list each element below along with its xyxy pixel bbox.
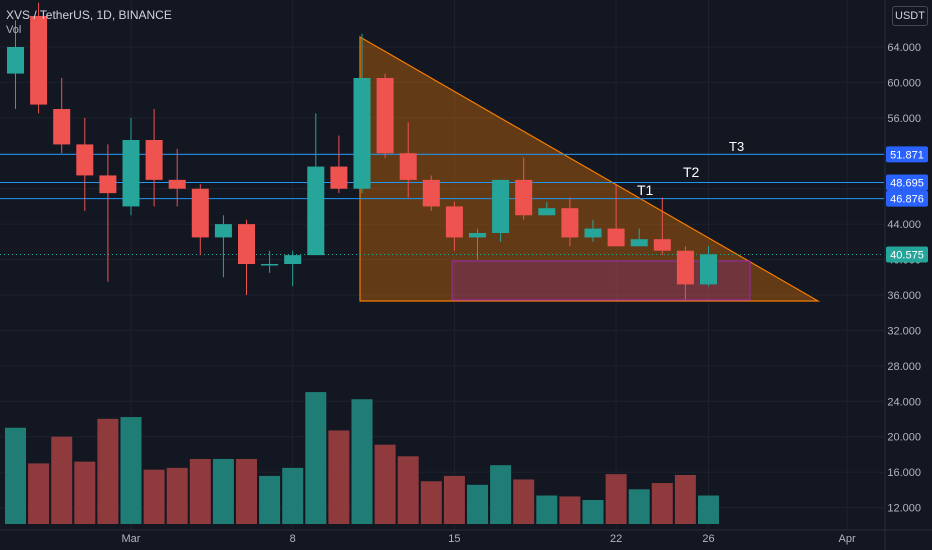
price-axis-marker [886, 146, 928, 163]
candle-body [353, 78, 371, 189]
volume-bar [74, 461, 96, 524]
candle-body [261, 264, 279, 266]
price-tick-label: 32.000 [887, 325, 921, 337]
target-label-t2: T2 [683, 164, 700, 180]
price-tick-label: 36.000 [887, 290, 921, 302]
volume-bar [605, 474, 627, 524]
volume-bar [443, 475, 465, 524]
candle-body [238, 224, 255, 264]
candle-body [676, 250, 694, 285]
candle-body [99, 175, 117, 194]
volume-bar [559, 496, 581, 524]
candle-body [76, 144, 94, 176]
candle-body [700, 254, 717, 285]
candle-body [53, 109, 71, 145]
candle-body [214, 224, 232, 238]
currency-button[interactable]: USDT [892, 6, 928, 26]
volume-bar [374, 444, 396, 524]
volume-bar [189, 458, 211, 524]
candle-body [145, 140, 163, 180]
volume-bar [536, 495, 558, 524]
price-tick-label: 64.000 [887, 42, 921, 54]
volume-bar [236, 458, 257, 524]
price-tick-label: 28.000 [887, 361, 921, 373]
time-tick-label: 26 [702, 533, 714, 545]
volume-bar [651, 483, 673, 524]
candle-body [422, 179, 440, 207]
candle-body [469, 233, 486, 238]
target-label-t3: T3 [729, 139, 745, 154]
volume-bar [351, 399, 373, 524]
candle-body [630, 239, 648, 247]
candle-body [30, 16, 48, 105]
volume-bar [97, 418, 119, 524]
candle-body [376, 78, 394, 154]
candle-body [492, 179, 510, 233]
volume-bar [143, 469, 165, 524]
volume-bar [51, 436, 73, 524]
volume-bar [212, 458, 234, 524]
volume-bar [305, 392, 327, 524]
volume-bar [259, 475, 281, 524]
price-tick-label: 12.000 [887, 503, 921, 515]
price-tick-label: 20.000 [887, 432, 921, 444]
volume-bar [420, 481, 442, 524]
candle-body [445, 206, 463, 238]
time-tick-label: 15 [448, 533, 460, 545]
time-tick-label: 22 [610, 533, 622, 545]
price-axis-marker-label: 51.871 [890, 149, 924, 161]
price-axis-marker-label: 46.876 [890, 194, 924, 206]
candle-body [7, 47, 24, 74]
volume-bar [28, 463, 50, 524]
volume-bar [120, 417, 142, 524]
candle-body [330, 166, 348, 189]
candle-body [191, 188, 209, 238]
price-tick-label: 16.000 [887, 467, 921, 479]
price-tick-label: 56.000 [887, 113, 921, 125]
volume-bar [513, 479, 535, 524]
candle-body [584, 228, 602, 238]
volume-bar [628, 489, 650, 524]
price-axis-marker [886, 174, 928, 191]
target-label-t1: T1 [637, 182, 654, 198]
candle-body [399, 153, 417, 180]
candle-body [561, 208, 579, 238]
symbol-title: XVS / TetherUS, 1D, BINANCE [6, 8, 172, 22]
price-axis-marker [886, 190, 928, 207]
candle-body [515, 179, 533, 216]
candle-body [122, 140, 140, 207]
candle-body [284, 255, 302, 264]
volume-bar [328, 430, 350, 524]
volume-bar [5, 427, 26, 524]
candle-body [307, 166, 325, 256]
volume-legend-label: Vol [6, 24, 22, 36]
price-tick-label: 60.000 [887, 77, 921, 89]
price-axis-marker [886, 246, 928, 263]
volume-bar [397, 456, 419, 524]
volume-bar [490, 465, 512, 524]
volume-bar [467, 484, 488, 524]
price-tick-label: 44.000 [887, 219, 921, 231]
price-axis-marker-label: 40.575 [890, 249, 924, 261]
candle-body [538, 208, 556, 216]
time-tick-label: Apr [839, 533, 856, 545]
candle-body [653, 239, 671, 251]
time-tick-label: 8 [290, 533, 296, 545]
volume-bar [282, 467, 304, 524]
time-tick-label: Mar [122, 533, 141, 545]
candle-body [168, 179, 186, 189]
price-axis-marker-label: 48.695 [890, 178, 924, 190]
volume-bar [166, 467, 188, 524]
candle-body [607, 228, 625, 247]
volume-bar [674, 475, 696, 524]
volume-bar [582, 499, 604, 524]
volume-bar [698, 495, 719, 524]
price-tick-label: 24.000 [887, 396, 921, 408]
chart-legend: XVS / TetherUS, 1D, BINANCE Vol [6, 8, 172, 36]
